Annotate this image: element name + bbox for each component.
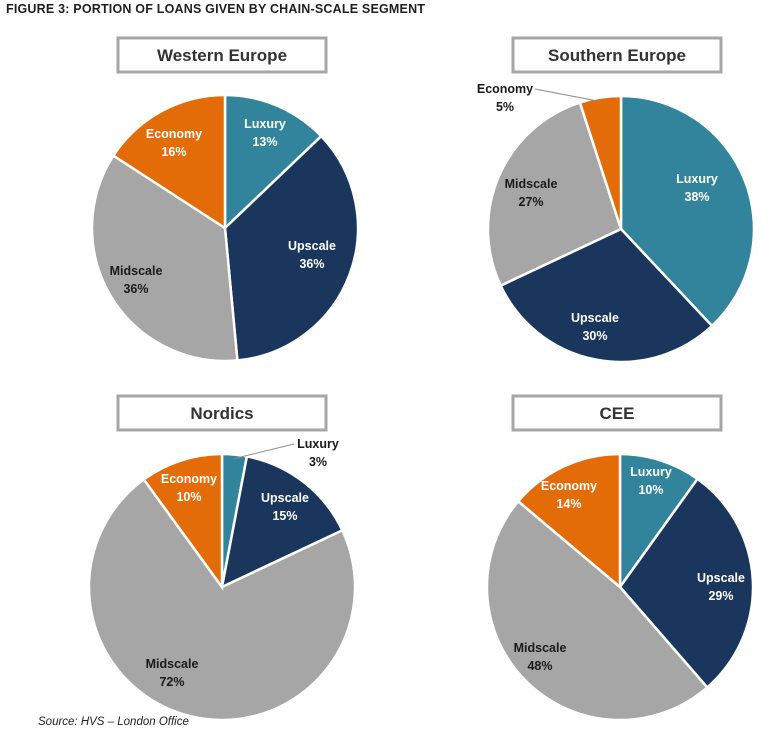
slice-category-label: Midscale bbox=[514, 641, 567, 655]
pie-slice-upscale bbox=[618, 477, 755, 690]
pie-slice-luxury bbox=[223, 93, 323, 231]
slice-category-label: Midscale bbox=[505, 177, 558, 191]
chart-title: CEE bbox=[600, 404, 635, 423]
pie-slice-midscale bbox=[90, 153, 239, 363]
pie-slice-midscale bbox=[486, 100, 623, 288]
slice-category-label: Upscale bbox=[697, 571, 745, 585]
slice-value-label: 13% bbox=[252, 135, 277, 149]
pie-slice-upscale bbox=[498, 227, 714, 364]
slice-value-label: 14% bbox=[556, 497, 581, 511]
slice-value-label: 5% bbox=[496, 100, 514, 114]
pie-slice-midscale bbox=[87, 477, 357, 722]
slice-category-label: Luxury bbox=[244, 117, 286, 131]
pie-chart-cee: CEE Luxury 10% Upscale 29% Midscale 48% Economy… bbox=[485, 394, 755, 722]
slice-value-label: 15% bbox=[272, 509, 297, 523]
chart-title-box bbox=[511, 36, 723, 74]
pie-slice-upscale bbox=[220, 454, 345, 590]
chart-title: Nordics bbox=[190, 404, 253, 423]
slice-value-label: 3% bbox=[309, 455, 327, 469]
slice-value-label: 72% bbox=[159, 675, 184, 689]
label-leader-line bbox=[233, 443, 295, 460]
pie-slice-midscale bbox=[485, 499, 710, 722]
slice-category-label: Luxury bbox=[676, 172, 718, 186]
slice-category-label: Upscale bbox=[571, 311, 619, 325]
slice-value-label: 38% bbox=[684, 190, 709, 204]
slice-value-label: 29% bbox=[708, 589, 733, 603]
slice-value-label: 36% bbox=[299, 257, 324, 271]
pie-slice-upscale bbox=[223, 134, 360, 362]
slice-category-label: Economy bbox=[161, 472, 217, 486]
slice-value-label: 16% bbox=[161, 145, 186, 159]
chart-title-box bbox=[116, 394, 328, 432]
pie-slice-luxury bbox=[619, 94, 756, 328]
pie-slice-economy bbox=[142, 452, 224, 591]
slice-category-label: Economy bbox=[541, 479, 597, 493]
slice-category-label: Midscale bbox=[146, 657, 199, 671]
slice-category-label: Upscale bbox=[288, 239, 336, 253]
slice-category-label: Midscale bbox=[110, 264, 163, 278]
chart-title: Western Europe bbox=[157, 46, 287, 65]
slice-category-label: Economy bbox=[477, 82, 533, 96]
slice-value-label: 48% bbox=[527, 659, 552, 673]
slice-value-label: 27% bbox=[518, 195, 543, 209]
slice-category-label: Upscale bbox=[261, 491, 309, 505]
pie-chart-nordics: Nordics Luxury 3% Upscale 15% Midscale 72% Econ… bbox=[87, 394, 357, 722]
figure-title: FIGURE 3: PORTION OF LOANS GIVEN BY CHAI… bbox=[6, 2, 426, 16]
source-note: Source: HVS – London Office bbox=[38, 716, 189, 728]
slice-value-label: 10% bbox=[638, 483, 663, 497]
slice-category-label: Luxury bbox=[630, 465, 672, 479]
slice-value-label: 30% bbox=[582, 329, 607, 343]
pie-slice-economy bbox=[111, 93, 227, 231]
pie-chart-southern-europe: Southern Europe Luxury 38% Upscale 30% Midsca… bbox=[477, 36, 756, 364]
chart-title-box bbox=[116, 36, 328, 74]
label-leader-line bbox=[534, 88, 601, 103]
pie-slice-luxury bbox=[618, 452, 700, 591]
pie-slice-economy bbox=[578, 94, 623, 230]
slice-category-label: Luxury bbox=[297, 437, 339, 451]
chart-title-box bbox=[511, 394, 723, 432]
pie-slice-economy bbox=[516, 452, 622, 590]
slice-category-label: Economy bbox=[146, 127, 202, 141]
chart-title: Southern Europe bbox=[548, 46, 686, 65]
slice-value-label: 10% bbox=[176, 490, 201, 504]
pie-chart-western-europe: Western Europe Luxury 13% Upscale 36% Midscal… bbox=[90, 36, 360, 363]
slice-value-label: 36% bbox=[123, 282, 148, 296]
